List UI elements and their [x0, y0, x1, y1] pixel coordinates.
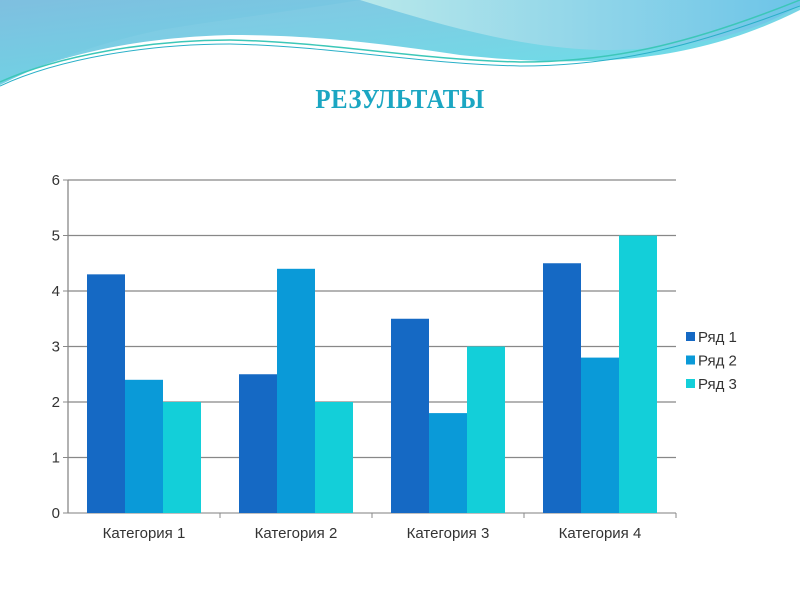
bar-Ряд-1-4: [543, 263, 581, 513]
legend-label: Ряд 1: [698, 329, 737, 346]
bar-Ряд-2-4: [581, 357, 619, 513]
slide-title: РЕЗУЛЬТАТЫ: [315, 84, 485, 114]
bar-Ряд-2-3: [429, 413, 467, 513]
bar-Ряд-3-4: [619, 235, 657, 513]
bar-Ряд-2-1: [125, 379, 163, 513]
x-tick-label: Категория 1: [103, 525, 186, 542]
x-tick-label: Категория 4: [559, 525, 642, 542]
legend-swatch: [686, 355, 695, 365]
bar-Ряд-2-2: [277, 268, 315, 513]
bar-Ряд-1-1: [87, 274, 125, 513]
y-tick-label: 6: [52, 172, 60, 189]
bar-Ряд-1-3: [391, 318, 429, 513]
legend-label: Ряд 2: [698, 353, 737, 370]
y-tick-label: 1: [52, 450, 60, 467]
legend-label: Ряд 3: [698, 376, 737, 393]
y-tick-label: 4: [52, 283, 60, 300]
x-tick-label: Категория 3: [407, 525, 490, 542]
bar-Ряд-1-2: [239, 374, 277, 513]
y-tick-label: 3: [52, 339, 60, 356]
y-tick-label: 5: [52, 228, 60, 245]
bar-Ряд-3-2: [315, 402, 353, 513]
y-tick-label: 0: [52, 505, 60, 522]
y-tick-label: 2: [52, 394, 60, 411]
legend-swatch: [686, 332, 695, 341]
bar-Ряд-3-3: [467, 346, 505, 513]
x-tick-label: Категория 2: [255, 525, 338, 542]
bar-Ряд-3-1: [163, 402, 201, 513]
legend-swatch: [686, 379, 695, 388]
header-wave-decoration: [0, 0, 800, 87]
